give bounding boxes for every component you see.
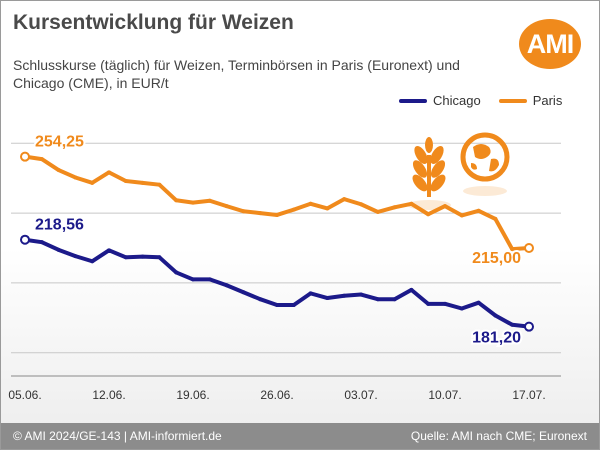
data-point-chicago [308, 291, 313, 296]
data-point-chicago [224, 283, 229, 288]
data-point-chicago [157, 255, 162, 260]
data-point-paris [275, 212, 279, 217]
data-point-chicago [359, 292, 363, 297]
x-tick-label: 26.06. [260, 388, 293, 402]
footer: © AMI 2024/GE-143 | AMI-informiert.de Qu… [1, 423, 599, 449]
series-line-paris [23, 154, 531, 252]
legend-item-chicago: Chicago [399, 93, 481, 108]
x-tick-label: 12.06. [92, 388, 125, 402]
legend-swatch-paris [498, 98, 527, 103]
data-point-paris [224, 204, 229, 209]
data-point-chicago [90, 259, 95, 264]
data-labels: 254,25 218,56 215,00 181,20 [33, 132, 523, 349]
x-tick-label: 19.06. [176, 388, 209, 402]
data-point-paris [73, 175, 78, 180]
footer-source: Quelle: AMI nach CME; Euronext [410, 429, 587, 443]
data-point-paris [459, 213, 464, 218]
data-point-paris [20, 151, 30, 162]
data-point-paris [140, 180, 145, 185]
ami-logo: AMI [519, 19, 581, 69]
data-point-chicago [459, 306, 464, 311]
data-point-paris [325, 206, 330, 211]
data-point-paris [443, 204, 447, 209]
data-point-chicago [191, 277, 195, 282]
x-tick-label: 05.06. [8, 388, 41, 402]
data-point-chicago [443, 301, 447, 306]
data-point-paris [174, 198, 179, 203]
data-point-paris [207, 198, 212, 203]
data-point-chicago [241, 290, 246, 295]
chart-title: Kursentwicklung für Weizen [13, 11, 294, 34]
wheat-icon [407, 137, 451, 210]
data-point-chicago [375, 297, 380, 302]
data-point-paris [157, 182, 162, 187]
data-point-chicago [476, 300, 481, 305]
data-point-chicago [39, 240, 44, 245]
data-point-chicago [73, 254, 78, 259]
data-point-chicago [207, 277, 212, 282]
chart-subtitle: Schlusskurse (täglich) für Weizen, Termi… [13, 57, 460, 91]
data-point-paris [191, 200, 195, 205]
data-point-chicago [174, 270, 179, 275]
data-point-chicago [342, 293, 347, 298]
data-label-chicago: 218,56 [35, 217, 84, 234]
x-tick-label: 10.07. [428, 388, 461, 402]
data-point-chicago [275, 303, 279, 308]
data-point-chicago [426, 301, 431, 306]
data-point-paris [241, 209, 246, 214]
data-point-paris [308, 201, 313, 206]
data-point-chicago [524, 321, 534, 332]
data-point-paris [123, 178, 128, 183]
data-point-chicago [20, 234, 30, 245]
data-point-chicago [409, 287, 414, 292]
data-point-paris [524, 243, 534, 253]
data-point-paris [342, 197, 347, 202]
data-point-paris [258, 211, 263, 216]
data-point-chicago [123, 255, 128, 260]
data-point-paris [493, 216, 498, 221]
legend-label-chicago: Chicago [433, 93, 481, 108]
data-point-paris [510, 247, 515, 252]
data-point-chicago [107, 248, 111, 253]
x-tick-label: 03.07. [344, 388, 377, 402]
data-point-paris [426, 212, 431, 217]
data-point-paris [56, 168, 61, 173]
data-point-paris [375, 209, 380, 214]
data-point-chicago [258, 297, 263, 302]
data-point-paris [291, 207, 296, 212]
data-label-paris: 254,25 [35, 134, 84, 151]
data-point-paris [90, 180, 95, 185]
data-point-chicago [493, 313, 498, 318]
data-point-chicago [392, 297, 397, 302]
data-point-chicago [325, 296, 330, 301]
data-point-chicago [140, 254, 145, 259]
data-point-paris [39, 157, 44, 162]
data-point-paris [392, 205, 397, 210]
x-tick-label: 17.07. [512, 388, 545, 402]
series-layer [20, 151, 534, 332]
data-label-paris: 215,00 [472, 250, 521, 267]
data-point-chicago [56, 247, 61, 252]
data-point-paris [359, 202, 363, 207]
data-point-chicago [510, 322, 515, 327]
data-point-chicago [291, 303, 296, 308]
data-point-paris [107, 170, 111, 175]
legend-swatch-chicago [399, 98, 427, 103]
legend-label-paris: Paris [532, 93, 563, 108]
data-point-paris [409, 201, 414, 206]
data-label-chicago: 181,20 [472, 330, 521, 347]
x-axis-ticks: 05.06. 12.06. 19.06. 26.06. 03.07. 10.07. 17.0… [8, 388, 545, 402]
globe-icon [460, 132, 510, 196]
data-point-paris [476, 208, 481, 213]
footer-copyright: © AMI 2024/GE-143 | AMI-informiert.de [13, 429, 222, 443]
legend: Chicago Paris [399, 93, 580, 108]
legend-item-paris: Paris [498, 93, 563, 108]
